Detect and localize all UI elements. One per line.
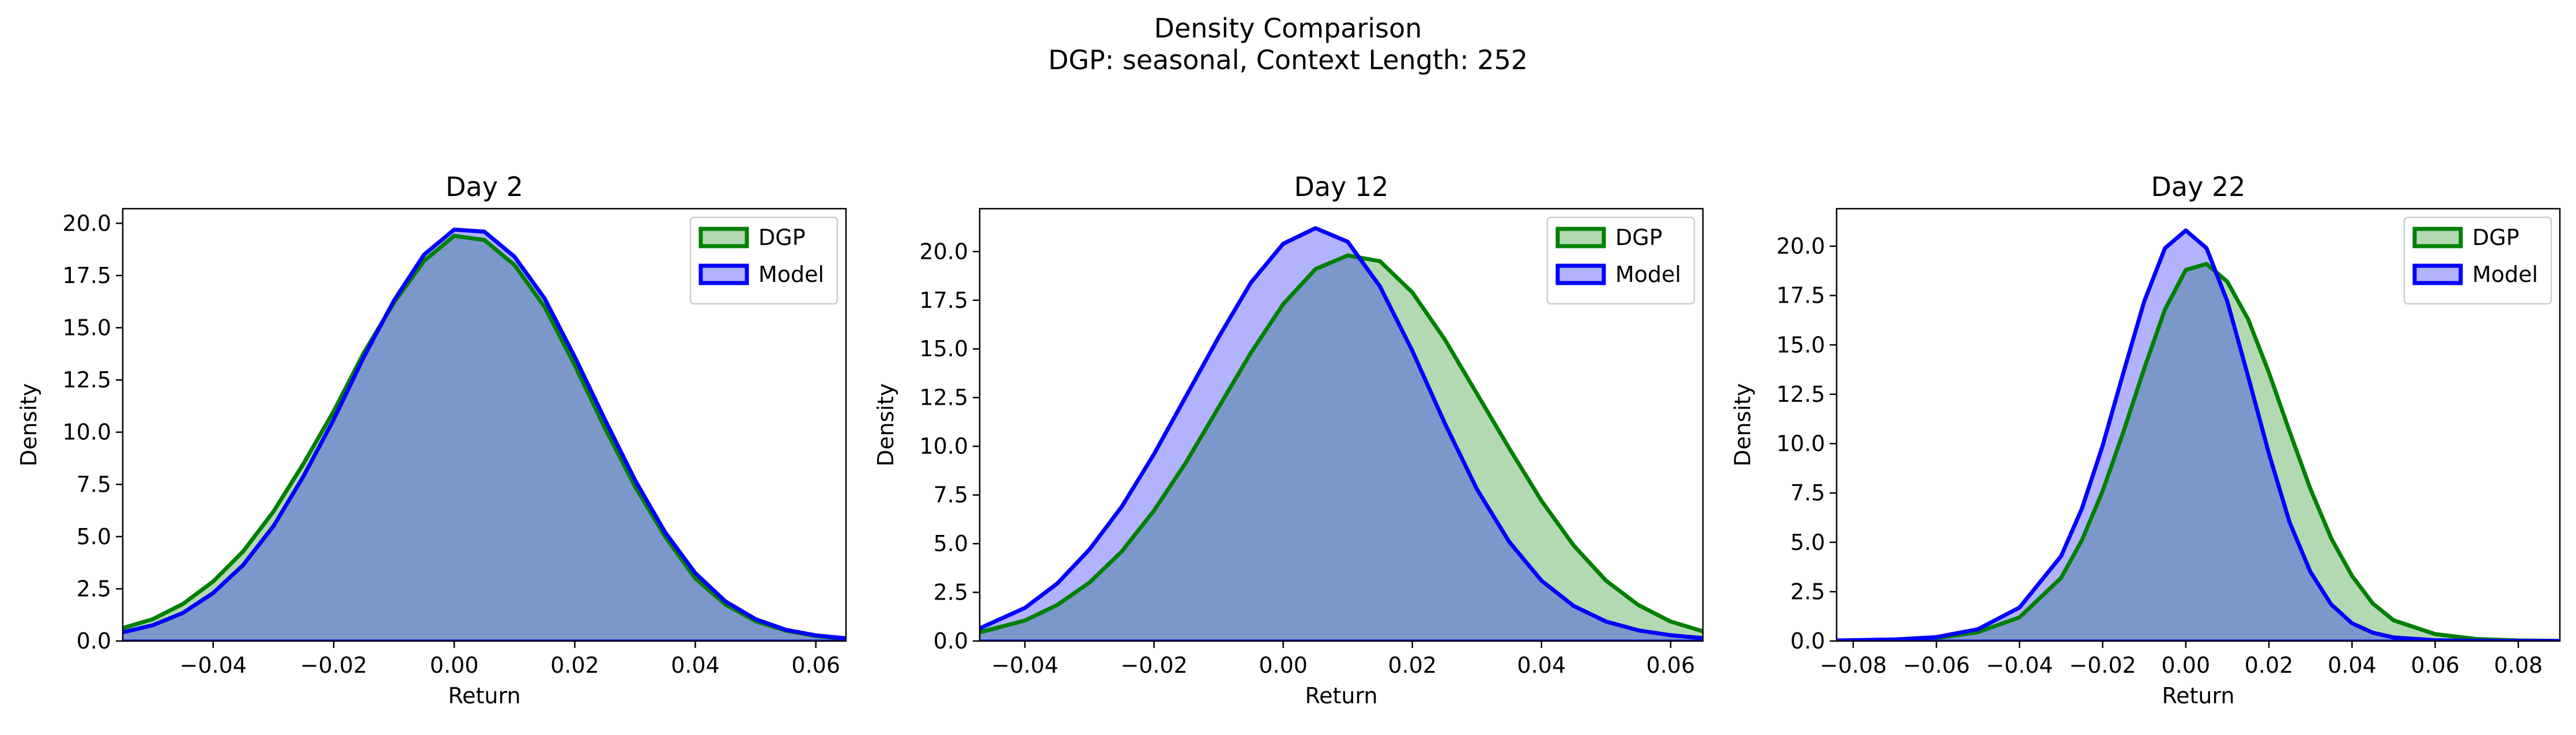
x-tick-label: −0.02: [1120, 653, 1187, 678]
x-tick-label: 0.06: [791, 653, 840, 678]
y-tick-label: 17.5: [919, 288, 968, 313]
series-fill-dgp: [980, 255, 1703, 641]
x-tick-label: 0.04: [671, 653, 720, 678]
subplot-panels: −0.04 −0.02 0.00 0.02 0.04 0.06 0.0 2.5 5.0 7.5 10…: [16, 171, 2561, 708]
x-tick-label: −0.02: [2069, 653, 2136, 678]
y-tick-label: 15.0: [1776, 332, 1825, 357]
series-line-model: [123, 227, 846, 640]
y-tick-label: 5.0: [1791, 530, 1825, 555]
legend-label-dgp: DGP: [758, 225, 806, 250]
legend-swatch-model: [2412, 263, 2463, 285]
plot-area: [123, 227, 846, 641]
y-tick-label: 17.5: [1776, 283, 1825, 308]
subplot-day-panel: −0.04 −0.02 0.00 0.02 0.04 0.06 0.0 2.5 5.0 7.5 10…: [873, 171, 1704, 708]
x-tick-label: 0.02: [2245, 653, 2294, 678]
x-tick-label: 0.08: [2494, 653, 2543, 678]
y-tick-label: 12.5: [1776, 382, 1825, 407]
legend: DGP Model: [2403, 216, 2552, 305]
y-tick-label: 20.0: [62, 210, 111, 236]
y-tick-label: 7.5: [934, 483, 968, 508]
x-tick-label: 0.04: [2328, 653, 2377, 678]
y-tick-label: 20.0: [1776, 233, 1825, 259]
axes-frame: [122, 208, 847, 642]
axes-frame: [1835, 208, 2561, 642]
x-axis-label: Return: [1305, 683, 1377, 708]
x-tick-label: 0.04: [1517, 653, 1566, 678]
legend-swatch-dgp: [1555, 227, 1606, 248]
legend-swatch-model: [1555, 263, 1606, 285]
x-axis-label: Return: [448, 683, 520, 708]
subplot-title: Day 2: [445, 171, 523, 202]
y-tick-label: 5.0: [934, 531, 968, 556]
y-tick-label: 15.0: [62, 315, 111, 341]
x-tick-label: −0.04: [180, 653, 247, 678]
legend-label-dgp: DGP: [1615, 225, 1663, 250]
x-tick-label: 0.06: [2411, 653, 2460, 678]
x-tick-label: −0.04: [991, 653, 1058, 678]
series-line-model: [1837, 228, 2560, 641]
legend-swatch-dgp: [698, 227, 749, 248]
legend-label-model: Model: [758, 262, 824, 287]
x-tick-label: 0.00: [1259, 653, 1308, 678]
legend: DGP Model: [1546, 216, 1695, 305]
x-tick-label: −0.06: [1903, 653, 1970, 678]
figure-title: Density Comparison: [1154, 13, 1422, 44]
plot-area: [980, 226, 1703, 641]
y-tick-label: 15.0: [919, 336, 968, 361]
y-tick-label: 2.5: [77, 576, 111, 601]
y-tick-label: 0.0: [934, 628, 968, 654]
subplot-day-panel: −0.04 −0.02 0.00 0.02 0.04 0.06 0.0 2.5 5.0 7.5 10…: [16, 171, 847, 708]
y-axis-label: Density: [873, 383, 898, 466]
axes-frame: [979, 208, 1704, 642]
y-tick-label: 12.5: [62, 367, 111, 393]
legend-label-model: Model: [1615, 262, 1681, 287]
y-tick-label: 7.5: [1791, 480, 1825, 506]
x-tick-label: 0.06: [1646, 653, 1695, 678]
y-tick-label: 5.0: [77, 524, 111, 549]
series-fill-dgp: [1837, 263, 2560, 641]
series-line-model: [980, 226, 1703, 640]
series-line-dgp: [980, 253, 1703, 635]
y-tick-label: 0.0: [77, 628, 111, 654]
legend-swatch-model: [698, 263, 749, 285]
legend-swatch-dgp: [2412, 227, 2463, 248]
y-axis-label: Density: [16, 383, 41, 466]
subplot-day-panel: −0.08 −0.06 −0.04 −0.02 0.00 0.02 0.04 0.06 0.08…: [1730, 171, 2561, 708]
legend: DGP Model: [689, 216, 838, 305]
y-tick-label: 10.0: [1776, 431, 1825, 457]
subplot-title: Day 22: [2151, 171, 2246, 202]
x-tick-label: −0.08: [1820, 653, 1887, 678]
x-tick-label: 0.00: [2162, 653, 2211, 678]
y-tick-label: 7.5: [77, 472, 111, 497]
x-tick-label: −0.04: [1986, 653, 2053, 678]
plot-area: [1837, 228, 2560, 641]
figure-subtitle: DGP: seasonal, Context Length: 252: [1048, 44, 1528, 76]
x-axis-label: Return: [2162, 683, 2234, 708]
legend-label-dgp: DGP: [2472, 225, 2520, 250]
y-tick-label: 2.5: [934, 580, 968, 605]
y-tick-label: 17.5: [62, 263, 111, 288]
series-fill-model: [1837, 230, 2560, 641]
legend-label-model: Model: [2472, 262, 2538, 287]
series-fill-model: [980, 228, 1703, 641]
series-line-dgp: [123, 233, 846, 641]
y-tick-label: 12.5: [919, 385, 968, 410]
x-tick-label: 0.02: [550, 653, 599, 678]
y-tick-label: 2.5: [1791, 579, 1825, 604]
y-tick-label: 10.0: [62, 420, 111, 445]
x-tick-label: 0.02: [1388, 653, 1437, 678]
y-tick-label: 20.0: [919, 239, 968, 264]
x-tick-label: 0.00: [430, 653, 479, 678]
x-tick-label: −0.02: [300, 653, 367, 678]
y-tick-label: 10.0: [919, 434, 968, 459]
y-tick-label: 0.0: [1791, 628, 1825, 654]
subplot-title: Day 12: [1294, 171, 1389, 202]
y-axis-label: Density: [1730, 383, 1755, 466]
